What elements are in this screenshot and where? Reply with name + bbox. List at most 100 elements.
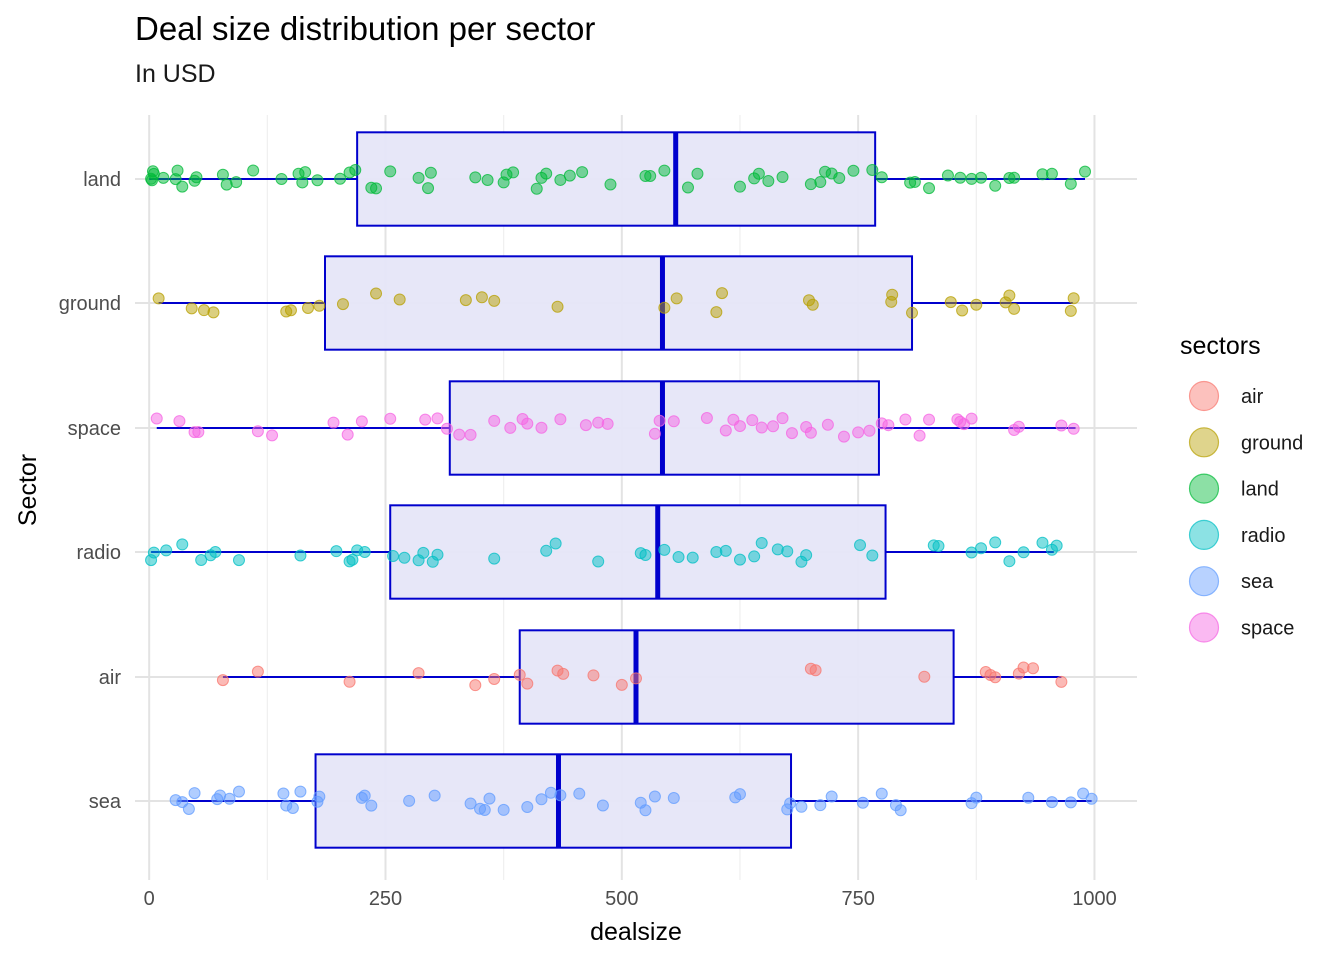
data-point [346, 553, 359, 566]
data-point [719, 544, 732, 557]
x-tick-label: 0 [144, 888, 155, 910]
legend-label: air [1241, 386, 1264, 408]
data-point [1027, 662, 1040, 675]
chart-title: Deal size distribution per sector [135, 10, 595, 47]
legend-item-radio: radio [1188, 519, 1285, 551]
points-radio [145, 536, 1063, 568]
data-point [814, 799, 827, 812]
data-point [387, 550, 400, 563]
box-sea [177, 753, 1092, 849]
data-point [719, 424, 732, 437]
data-point [681, 181, 694, 194]
data-point [1045, 167, 1058, 180]
data-point [1012, 420, 1025, 433]
y-tick-label: space [68, 418, 121, 440]
data-point [866, 549, 879, 562]
data-point [923, 182, 936, 195]
data-point [554, 789, 567, 802]
data-point [521, 417, 534, 430]
data-point [691, 167, 704, 180]
data-point [752, 167, 765, 180]
data-point [464, 797, 477, 810]
legend-label: land [1241, 479, 1279, 501]
data-point [989, 671, 1002, 684]
data-point [209, 545, 222, 558]
data-point [800, 549, 813, 562]
data-point [481, 174, 494, 187]
data-point [784, 797, 797, 810]
data-point [513, 668, 526, 681]
legend-item-land: land [1188, 473, 1279, 504]
data-point [469, 171, 482, 184]
data-point [327, 416, 340, 429]
data-point [733, 420, 746, 433]
data-point [557, 667, 570, 680]
data-point [1067, 292, 1080, 305]
data-point [573, 787, 586, 800]
data-point [821, 418, 834, 431]
data-point [667, 415, 680, 428]
data-point [965, 412, 978, 425]
data-point [1045, 796, 1058, 809]
data-point [521, 677, 534, 690]
data-point [341, 428, 354, 441]
data-point [370, 287, 383, 300]
y-tick-label: radio [77, 542, 121, 564]
data-point [284, 304, 297, 317]
data-point [809, 664, 822, 677]
data-point [251, 665, 264, 678]
data-point [785, 427, 798, 440]
data-point [453, 428, 466, 441]
data-point [171, 164, 184, 177]
legend-swatch [1188, 566, 1220, 597]
data-point [428, 789, 441, 802]
jitter-points [145, 163, 1098, 817]
data-point [358, 545, 371, 558]
data-point [469, 679, 482, 692]
box-iqr [324, 255, 914, 351]
data-point [576, 166, 589, 179]
data-point [854, 539, 867, 552]
data-point [182, 803, 195, 816]
data-point [286, 802, 299, 815]
legend-swatch [1188, 427, 1220, 458]
x-tick-label: 250 [369, 888, 402, 910]
data-point [551, 300, 564, 313]
points-land [145, 163, 1092, 195]
data-point [1008, 171, 1021, 184]
data-point [906, 306, 919, 319]
data-point [795, 800, 808, 813]
data-point [970, 791, 983, 804]
data-point [653, 414, 666, 427]
data-point [639, 549, 652, 562]
data-point [882, 419, 895, 432]
data-point [334, 172, 347, 185]
data-point [497, 803, 510, 816]
data-point [417, 546, 430, 559]
data-point [251, 425, 264, 438]
y-tick-label: sea [89, 791, 122, 813]
data-point [349, 164, 362, 177]
data-point [913, 429, 926, 442]
data-point [1008, 302, 1021, 315]
data-point [866, 163, 879, 176]
chart-subtitle: In USD [135, 60, 216, 88]
box-land [149, 131, 1086, 227]
data-point [615, 678, 628, 691]
data-point [478, 803, 491, 816]
data-point [232, 785, 245, 798]
data-point [157, 171, 170, 184]
legend-label: ground [1241, 432, 1303, 454]
legend-label: sea [1241, 571, 1274, 593]
box-iqr [314, 753, 793, 849]
data-point [710, 306, 723, 319]
data-point [776, 171, 789, 184]
data-point [419, 413, 432, 426]
data-point [296, 176, 309, 189]
box-radio [151, 504, 1054, 600]
data-point [185, 302, 198, 315]
data-point [644, 170, 657, 183]
x-axis-ticks: 0 250 500 750 1000 [144, 888, 1117, 910]
data-point [686, 551, 699, 564]
data-point [507, 166, 520, 179]
